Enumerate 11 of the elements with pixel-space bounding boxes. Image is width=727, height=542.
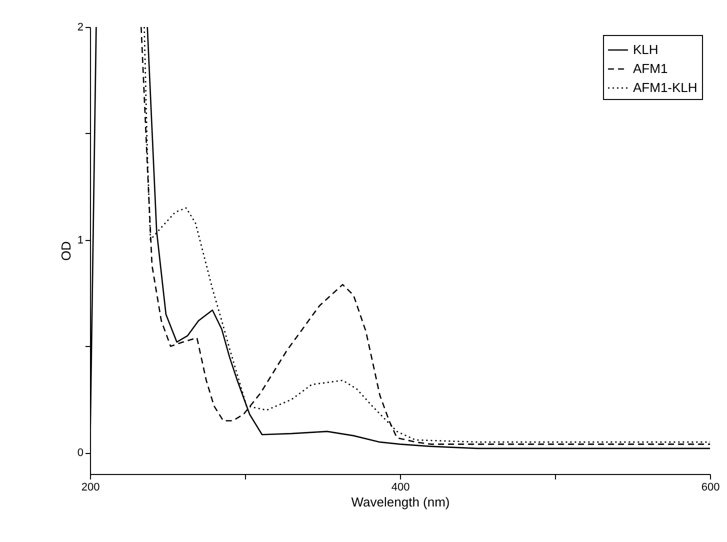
legend-label: AFM1 xyxy=(633,61,668,76)
x-tick-label: 600 xyxy=(701,482,720,494)
legend-label: KLH xyxy=(633,42,658,57)
x-axis-title: Wavelength (nm) xyxy=(351,494,450,510)
y-tick-label: 0 xyxy=(77,447,84,460)
x-tick-label: 400 xyxy=(391,482,410,494)
legend-label: AFM1-KLH xyxy=(633,80,698,95)
y-tick-label: 1 xyxy=(77,234,84,246)
y-axis-title: OD xyxy=(58,241,74,261)
y-tick-label: 2 xyxy=(77,22,84,34)
x-tick-label: 200 xyxy=(81,482,100,494)
